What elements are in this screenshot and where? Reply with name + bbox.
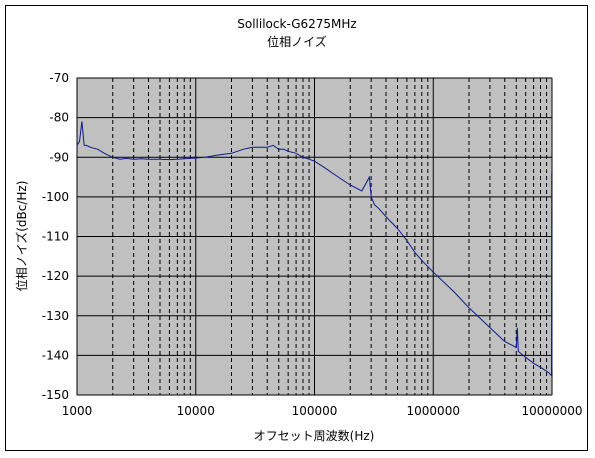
y-tick-label: -130 — [42, 309, 69, 323]
y-tick-label: -140 — [42, 348, 69, 362]
x-tick-label: 10000000 — [521, 404, 582, 418]
chart-title: Sollilock-G6275MHz — [237, 17, 356, 31]
y-tick-label: -80 — [49, 111, 69, 125]
y-tick-label: -70 — [49, 71, 69, 85]
x-tick-label: 100000 — [292, 404, 338, 418]
chart-subtitle: 位相ノイズ — [267, 34, 327, 49]
series-line — [76, 121, 553, 376]
y-tick-label: -110 — [42, 230, 69, 244]
x-tick-label: 1000 — [62, 404, 93, 418]
y-tick-label: -100 — [42, 190, 69, 204]
y-axis-label: 位相ノイズ(dBc/Hz) — [14, 181, 29, 292]
y-tick-label: -120 — [42, 269, 69, 283]
y-tick-label: -150 — [42, 388, 69, 402]
x-axis-label: オフセット周波数(Hz) — [254, 428, 375, 443]
x-tick-label: 10000 — [177, 404, 215, 418]
y-tick-label: -90 — [49, 150, 69, 164]
x-tick-label: 1000000 — [407, 404, 460, 418]
